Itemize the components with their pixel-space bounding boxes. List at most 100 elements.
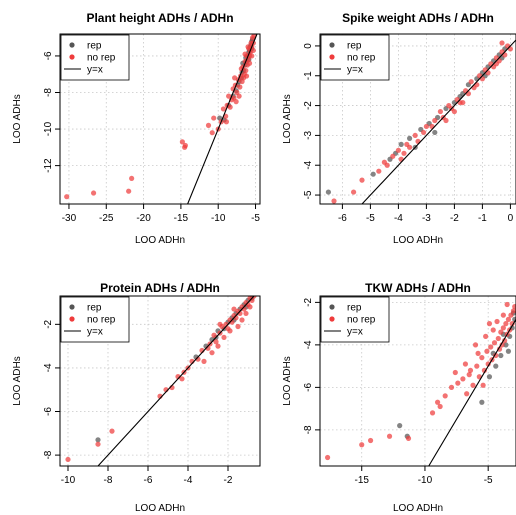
y-axis-label: LOO ADHs <box>282 356 293 405</box>
chart-title: Plant height ADHs / ADHn <box>86 11 233 25</box>
point-no-rep <box>504 301 510 308</box>
point-no-rep <box>502 338 508 344</box>
point-no-rep <box>494 318 500 325</box>
x-tick-label: -6 <box>338 213 347 224</box>
point-no-rep <box>220 106 227 112</box>
point-no-rep <box>236 93 242 99</box>
point-no-rep <box>243 67 249 74</box>
point-no-rep <box>472 342 479 348</box>
chart-title: Spike weight ADHs / ADHn <box>342 11 494 25</box>
point-no-rep <box>468 79 474 85</box>
point-no-rep <box>483 333 489 339</box>
point-rep <box>95 437 101 443</box>
point-no-rep <box>247 304 253 310</box>
x-tick-label: 0 <box>508 213 514 224</box>
point-no-rep <box>493 352 499 359</box>
chart-panel-4: -15 -10 -5 -8 -6 -4 -2 TKW ADHs / ADHn LOO ADHn L… <box>282 281 516 514</box>
point-no-rep <box>496 346 503 352</box>
point-no-rep <box>451 108 457 115</box>
point-no-rep <box>498 329 504 335</box>
y-tick-label: -6 <box>303 382 314 391</box>
point-no-rep <box>182 142 188 149</box>
point-no-rep <box>324 454 331 461</box>
x-tick-label: -1 <box>478 213 487 224</box>
x-tick-label: -5 <box>366 213 375 224</box>
point-no-rep <box>437 108 443 115</box>
x-tick-label: -4 <box>394 213 403 224</box>
x-axis-label: LOO ADHn <box>135 503 185 514</box>
point-no-rep <box>442 393 448 399</box>
point-no-rep <box>211 115 217 121</box>
point-no-rep <box>351 189 357 195</box>
legend-label-line: y=x <box>87 327 103 338</box>
reference-line-yx <box>361 39 516 204</box>
point-no-rep <box>201 358 207 364</box>
point-no-rep <box>429 410 436 416</box>
point-no-rep <box>435 399 441 405</box>
x-axis-label: LOO ADHn <box>393 503 443 514</box>
point-no-rep <box>90 190 97 196</box>
point-no-rep <box>205 122 212 128</box>
point-no-rep <box>486 321 493 327</box>
y-tick-label: -8 <box>43 88 54 97</box>
x-tick-label: -2 <box>450 213 459 224</box>
point-no-rep <box>359 177 365 183</box>
legend-label-rep: rep <box>347 303 362 314</box>
point-no-rep <box>467 367 474 373</box>
reference-line-yx <box>428 319 516 466</box>
point-no-rep <box>466 372 472 378</box>
point-no-rep <box>235 323 241 330</box>
point-no-rep <box>470 382 476 388</box>
point-no-rep <box>479 355 485 361</box>
point-no-rep <box>386 433 393 439</box>
point-rep <box>498 352 504 359</box>
point-no-rep <box>250 47 256 54</box>
legend-label-no-rep: no rep <box>347 53 376 64</box>
point-no-rep <box>390 153 396 159</box>
x-tick-label: -10 <box>418 475 433 486</box>
point-no-rep <box>448 384 455 390</box>
y-tick-label: -3 <box>303 131 314 140</box>
point-no-rep <box>209 350 215 356</box>
chart-panel-1: -30 -25 -20 -15 -10 -5 -12 -10 -8 -6 Plant height … <box>12 11 261 246</box>
x-tick-label: -30 <box>62 213 77 224</box>
legend-marker-no-rep <box>329 316 335 322</box>
point-no-rep <box>512 304 516 310</box>
point-no-rep <box>452 369 458 376</box>
point-no-rep <box>437 403 443 410</box>
point-rep <box>398 141 404 147</box>
point-no-rep <box>233 99 239 105</box>
points <box>324 301 516 461</box>
x-tick-label: -15 <box>355 475 370 486</box>
y-tick-label: -4 <box>303 340 314 349</box>
point-rep <box>370 171 376 177</box>
point-no-rep <box>109 428 115 434</box>
point-no-rep <box>95 441 101 447</box>
point-no-rep <box>209 130 215 136</box>
point-no-rep <box>232 75 238 81</box>
point-rep <box>397 423 403 429</box>
y-tick-label: -8 <box>303 425 314 434</box>
y-axis-label: LOO ADHs <box>282 94 293 143</box>
point-no-rep <box>65 456 71 463</box>
point-no-rep <box>495 335 501 342</box>
x-tick-label: -25 <box>99 213 114 224</box>
point-no-rep <box>423 123 429 130</box>
point-rep <box>505 348 512 354</box>
chart-title: TKW ADHs / ADHn <box>365 281 471 295</box>
point-no-rep <box>455 380 461 386</box>
legend-marker-rep <box>69 304 75 310</box>
chart-panel-3: -10 -8 -6 -4 -2 -8 -6 -4 -2 Protein ADHs / ADHn LO… <box>12 281 261 514</box>
chart-title: Protein ADHs / ADHn <box>100 281 220 295</box>
point-no-rep <box>64 194 70 200</box>
point-no-rep <box>384 162 390 168</box>
point-no-rep <box>432 117 438 124</box>
point-no-rep <box>226 93 232 99</box>
point-no-rep <box>500 312 506 318</box>
x-tick-label: -10 <box>61 475 76 486</box>
point-no-rep <box>401 150 407 156</box>
plot-frame <box>319 295 516 467</box>
point-no-rep <box>253 289 258 294</box>
y-tick-label: -6 <box>43 51 54 60</box>
